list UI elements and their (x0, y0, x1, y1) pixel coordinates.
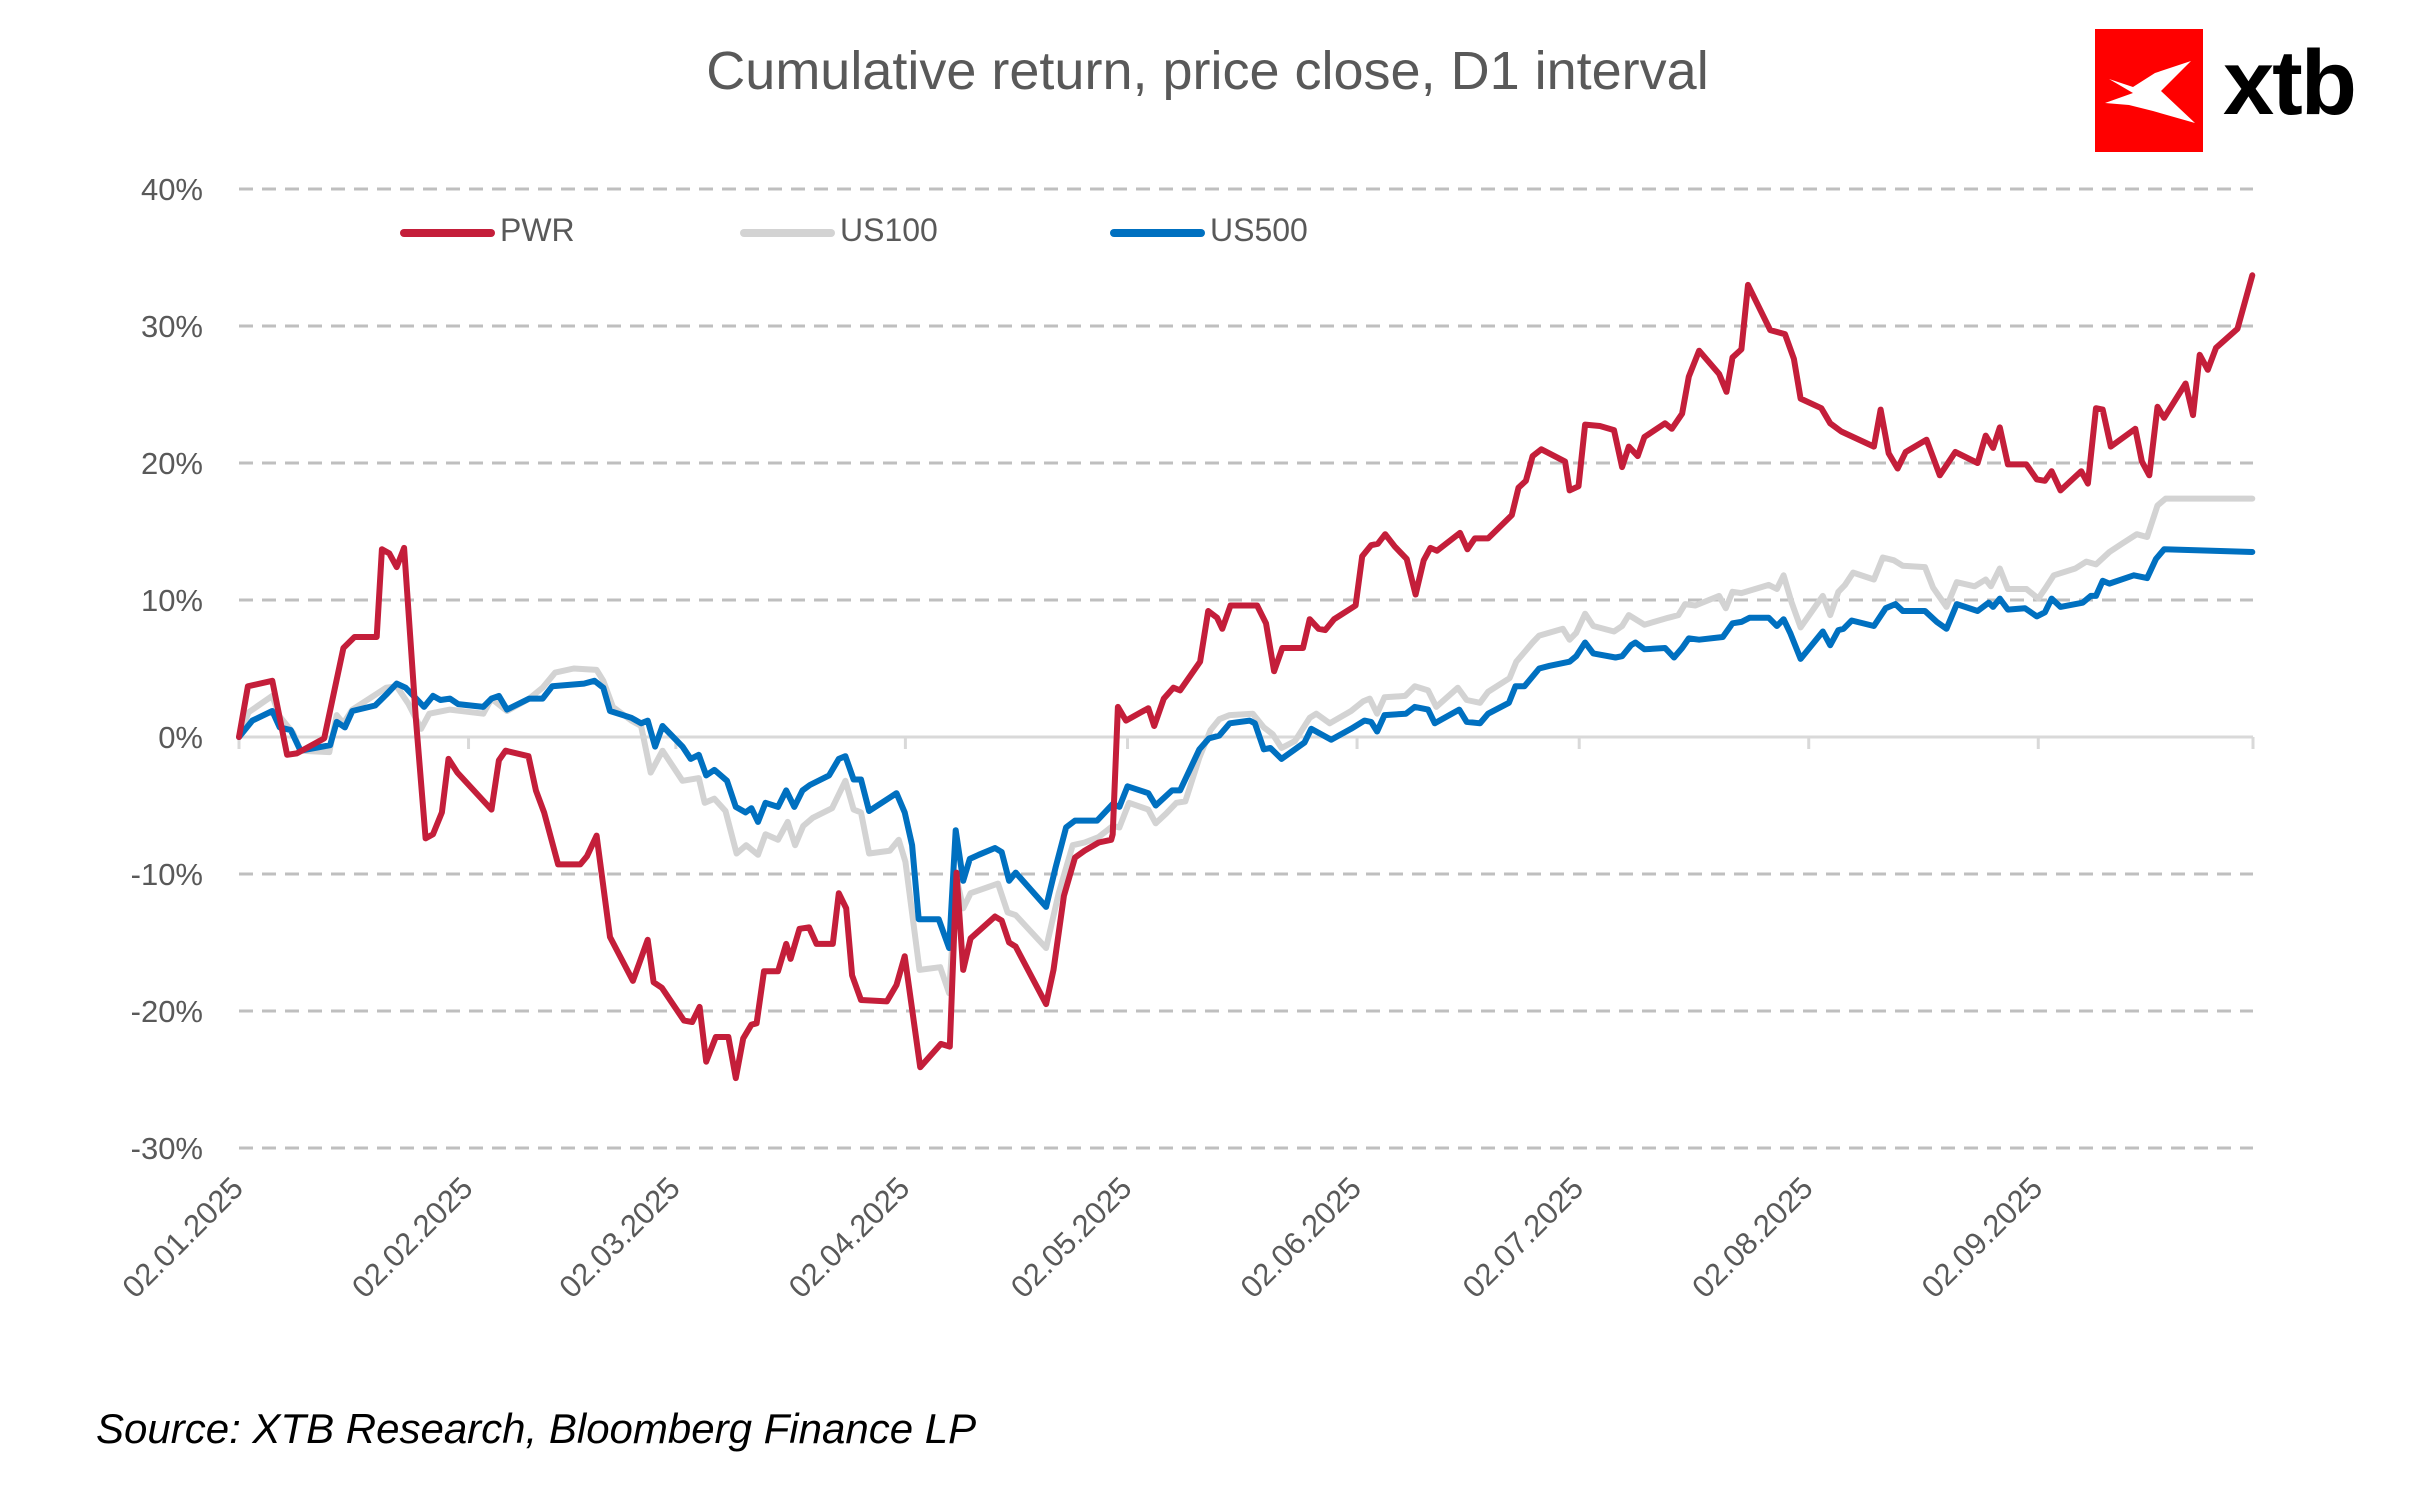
x-tick-label: 02.09.2025 (1915, 1170, 2049, 1304)
y-tick-label: 20% (141, 446, 203, 481)
series-line-us100 (236, 495, 2256, 997)
legend-label-us500: US500 (1210, 212, 1308, 248)
legend-label-us100: US100 (840, 212, 938, 248)
xtb-logo-mark (2095, 29, 2203, 152)
x-tick-label: 02.07.2025 (1456, 1170, 1590, 1304)
x-tick-label: 02.03.2025 (552, 1170, 686, 1304)
source-note: Source: XTB Research, Bloomberg Finance … (96, 1405, 977, 1452)
xtb-logo: xtb (2095, 29, 2395, 153)
legend-label-pwr: PWR (500, 212, 575, 248)
y-tick-label: -20% (131, 994, 203, 1029)
x-tick-label: 02.02.2025 (345, 1170, 479, 1304)
legend-swatch-pwr (400, 229, 495, 237)
x-axis-labels: 02.01.2025 02.02.2025 02.03.2025 02.04.2025… (115, 1170, 2049, 1304)
legend-swatch-us500 (1110, 229, 1205, 237)
gridlines (239, 187, 2253, 1150)
y-tick-label: -10% (131, 857, 203, 892)
x-tick-label: 02.06.2025 (1234, 1170, 1368, 1304)
x-tick-label: 02.01.2025 (115, 1170, 249, 1304)
y-axis-labels: -30% -20% -10% 0% 10% 20% 30% 40% (131, 172, 203, 1166)
series-line-pwr (236, 272, 2256, 1082)
y-tick-label: 40% (141, 172, 203, 207)
series-lines (236, 272, 2256, 1082)
y-tick-label: -30% (131, 1131, 203, 1166)
y-tick-label: 30% (141, 309, 203, 344)
series-line-us500 (236, 546, 2256, 951)
legend-swatch-us100 (740, 229, 835, 237)
x-tick-label: 02.08.2025 (1685, 1170, 1819, 1304)
x-mark-icon (2105, 61, 2195, 123)
x-axis (237, 735, 2255, 749)
y-tick-label: 10% (141, 583, 203, 618)
xtb-logo-text: xtb (2223, 32, 2357, 134)
x-tick-label: 02.05.2025 (1004, 1170, 1138, 1304)
y-tick-label: 0% (158, 720, 203, 755)
chart-title: Cumulative return, price close, D1 inter… (706, 41, 1709, 101)
x-tick-label: 02.04.2025 (782, 1170, 916, 1304)
